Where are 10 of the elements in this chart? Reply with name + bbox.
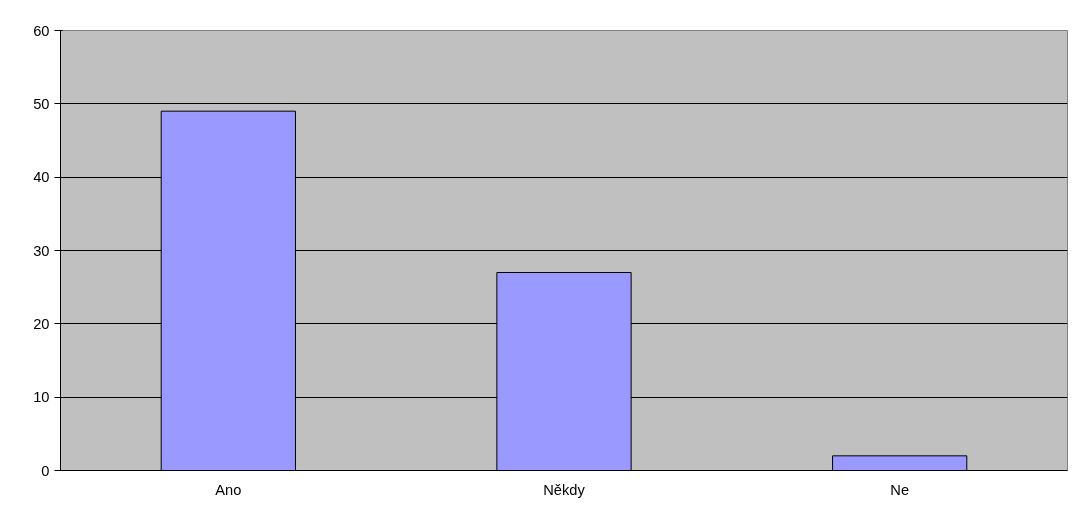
- y-tick-label: 20: [33, 315, 50, 332]
- y-tick-label: 0: [41, 462, 50, 479]
- x-tick-label: Ne: [890, 481, 910, 498]
- y-tick-label: 40: [33, 169, 50, 186]
- y-tick-label: 60: [33, 22, 50, 39]
- y-tick-label: 50: [33, 95, 50, 112]
- y-tick-label: 30: [33, 242, 50, 259]
- y-tick-label: 10: [33, 389, 50, 406]
- x-tick-label: Ano: [215, 481, 242, 498]
- x-tick-label: Někdy: [543, 481, 586, 498]
